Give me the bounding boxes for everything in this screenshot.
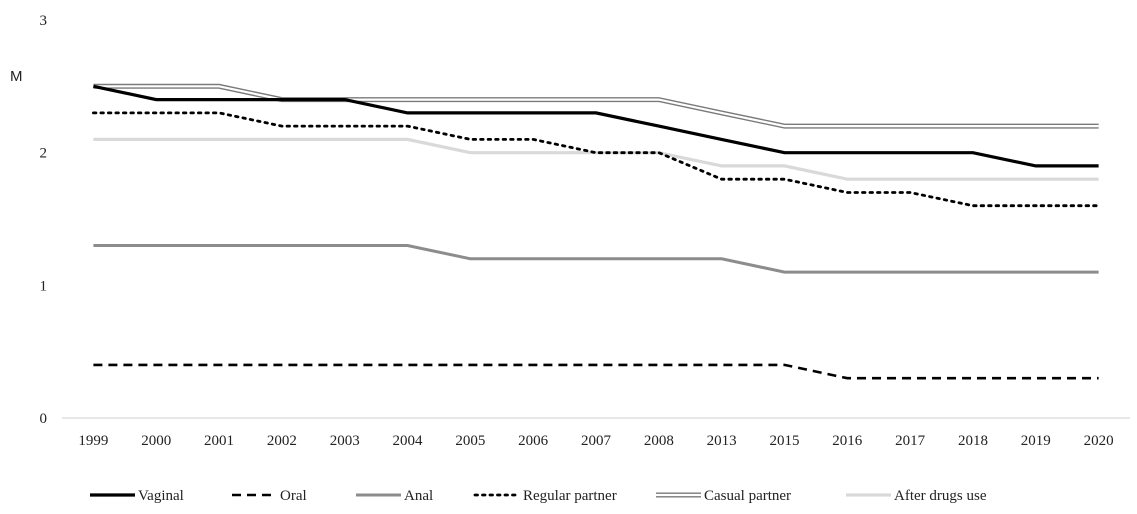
x-tick-label: 2008 xyxy=(644,433,674,449)
y-tick-label: 0 xyxy=(40,411,48,427)
legend: Vaginal Oral Anal Regular partner Casual par… xyxy=(90,488,987,504)
x-tick-label: 2017 xyxy=(895,433,926,449)
x-tick-label: 1999 xyxy=(78,433,108,449)
x-tick-label: 2019 xyxy=(1021,433,1051,449)
legend-label: Oral xyxy=(280,488,307,504)
series-line-anal xyxy=(93,244,1099,274)
x-tick-label: 2013 xyxy=(707,433,737,449)
x-tick-label: 2002 xyxy=(267,433,297,449)
y-tick-label: 3 xyxy=(40,13,48,29)
x-tick-label: 2018 xyxy=(958,433,988,449)
series-line-after-drugs-use xyxy=(93,137,1099,181)
x-tick-label: 2020 xyxy=(1084,433,1114,449)
x-tick-label: 2005 xyxy=(455,433,485,449)
x-tick-label: 2015 xyxy=(769,433,799,449)
legend-label: Regular partner xyxy=(523,488,617,504)
x-tick-label: 2000 xyxy=(141,433,171,449)
x-tick-label: 2004 xyxy=(393,433,424,449)
x-tick-labels: 1999 2000 2001 2002 2003 2004 2005 2006 2007 2008… xyxy=(78,433,1113,449)
x-tick-label: 2016 xyxy=(832,433,863,449)
legend-item: Vaginal xyxy=(90,488,184,504)
x-tick-label: 2007 xyxy=(581,433,612,449)
x-tick-label: 2006 xyxy=(518,433,549,449)
legend-label: After drugs use xyxy=(894,488,987,504)
series-line-regular-partner xyxy=(92,111,1100,208)
legend-label: Anal xyxy=(404,488,433,504)
series-line-oral xyxy=(93,363,1099,380)
legend-label: Vaginal xyxy=(138,488,184,504)
y-axis-label: M xyxy=(10,68,23,85)
series-line-vaginal xyxy=(93,84,1099,168)
legend-item: Regular partner xyxy=(473,488,617,504)
x-tick-label: 2003 xyxy=(330,433,360,449)
legend-item: After drugs use xyxy=(846,488,987,504)
series-lines xyxy=(92,83,1100,380)
legend-item: Oral xyxy=(232,488,307,504)
legend-item: Casual partner xyxy=(656,488,791,504)
y-tick-label: 2 xyxy=(40,146,48,162)
x-tick-label: 2001 xyxy=(204,433,234,449)
legend-item: Anal xyxy=(356,488,433,504)
legend-label: Casual partner xyxy=(704,488,791,504)
series-line-casual-partner xyxy=(93,83,1099,129)
y-tick-label: 1 xyxy=(40,278,48,294)
y-tick-labels: 0 1 2 3 xyxy=(40,13,48,427)
